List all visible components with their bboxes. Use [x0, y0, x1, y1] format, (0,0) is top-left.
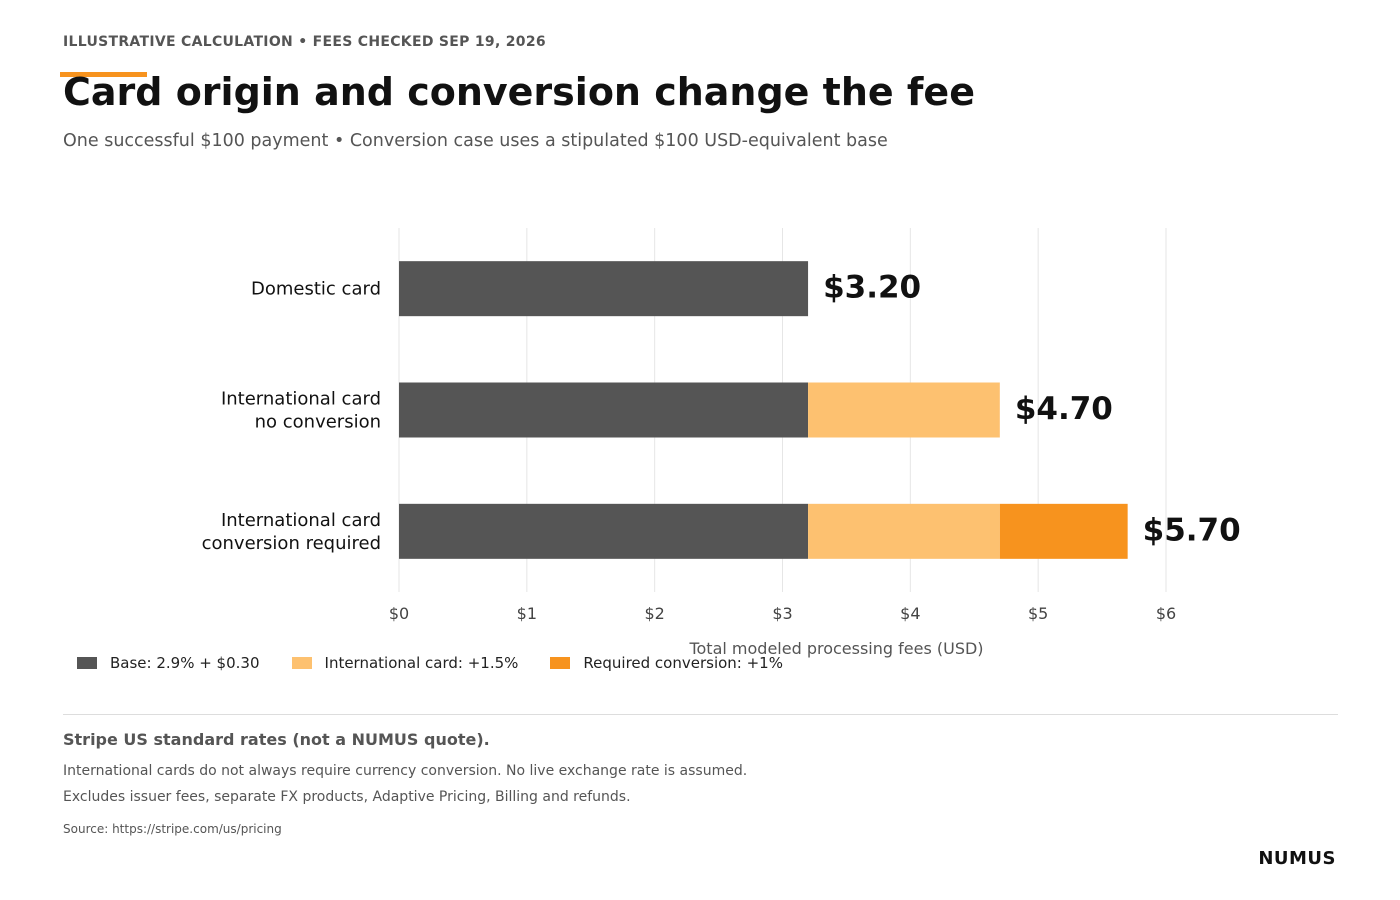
- x-tick-label: $3: [772, 604, 792, 623]
- category-label: International card no conversion: [221, 389, 381, 433]
- legend-item-base: Base: 2.9% + $0.30: [77, 654, 260, 672]
- source-line: Source: https://stripe.com/us/pricing: [63, 822, 282, 836]
- bar-total-label: $5.70: [1143, 512, 1241, 548]
- category-label-line: conversion required: [202, 533, 381, 554]
- x-tick-label: $4: [900, 604, 920, 623]
- labels: $0 $1 $2 $3 $4 $5 $6 Total modeled processing f…: [202, 270, 1241, 658]
- category-label-line: International card: [221, 389, 381, 410]
- legend-swatch-conversion: [550, 657, 571, 669]
- legend-swatch-base: [77, 657, 97, 669]
- legend-label-conversion: Required conversion: +1%: [583, 654, 783, 672]
- x-tick-label: $5: [1028, 604, 1048, 623]
- category-label: International card conversion required: [202, 510, 381, 554]
- eyebrow-text: ILLUSTRATIVE CALCULATION • FEES CHECKED …: [63, 34, 546, 50]
- chart-title: Card origin and conversion change the fe…: [63, 70, 975, 114]
- legend-item-international: International card: +1.5%: [291, 654, 519, 672]
- notes-heading: Stripe US standard rates (not a NUMUS qu…: [63, 730, 490, 749]
- legend-label-international: International card: +1.5%: [324, 654, 519, 672]
- title-accent-bar: [60, 72, 147, 77]
- bar-segment: [399, 261, 809, 317]
- bar-segment: [808, 503, 1000, 559]
- legend-label-base: Base: 2.9% + $0.30: [110, 654, 260, 672]
- legend-item-conversion: Required conversion: +1%: [550, 654, 783, 672]
- chart-legend: Base: 2.9% + $0.30 International card: +…: [77, 654, 815, 672]
- x-tick-label: $0: [389, 604, 409, 623]
- bar-segment: [999, 503, 1128, 559]
- category-label: Domestic card: [251, 279, 381, 300]
- legend-swatch-international: [291, 657, 312, 669]
- x-tick-label: $1: [517, 604, 537, 623]
- bar-total-label: $3.20: [823, 270, 921, 306]
- chart-subtitle: One successful $100 payment • Conversion…: [63, 131, 888, 151]
- category-label-line: International card: [221, 510, 381, 531]
- bars: [399, 261, 1128, 559]
- bar-segment: [808, 382, 1000, 438]
- note-line-1: International cards do not always requir…: [63, 763, 748, 779]
- bar-total-label: $4.70: [1015, 391, 1113, 427]
- bar-segment: [399, 503, 809, 559]
- brand-logo: NUMUS: [1258, 848, 1336, 869]
- x-tick-label: $6: [1156, 604, 1176, 623]
- category-label-line: no conversion: [255, 412, 381, 433]
- note-line-2: Excludes issuer fees, separate FX produc…: [63, 789, 631, 805]
- stacked-bar-chart: $0 $1 $2 $3 $4 $5 $6 Total modeled processing f…: [202, 228, 1241, 658]
- x-tick-label: $2: [644, 604, 664, 623]
- bar-segment: [399, 382, 809, 438]
- x-axis-label: Total modeled processing fees (USD): [688, 639, 983, 658]
- footer-divider: [63, 714, 1338, 715]
- category-label-line: Domestic card: [251, 279, 381, 300]
